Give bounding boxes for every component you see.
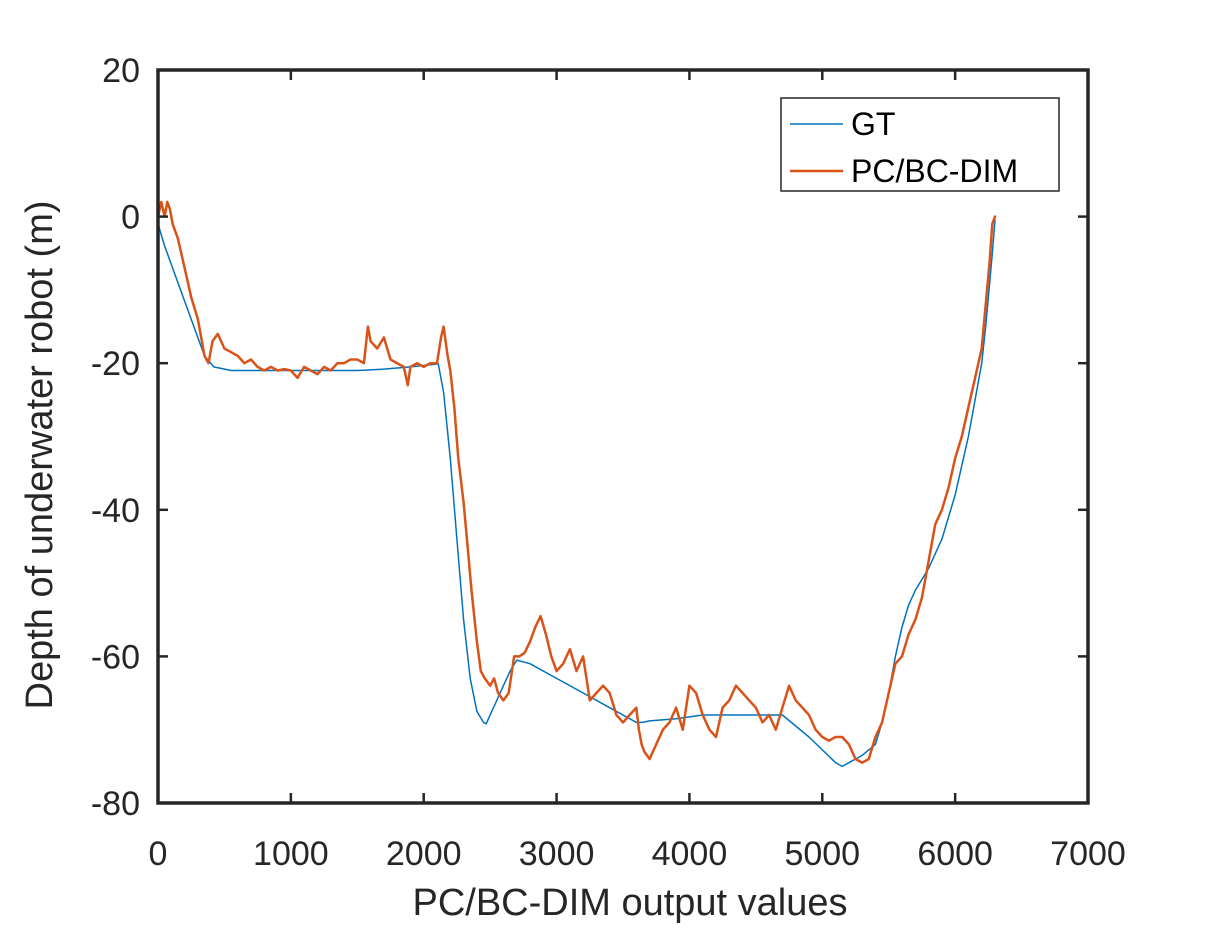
x-axis-label: PC/BC-DIM output values [412,882,847,924]
y-tick-label: 0 [121,199,140,237]
y-tick-label: -60 [91,638,140,676]
x-tick-label: 3000 [519,835,595,873]
x-tick-label: 7000 [1050,835,1126,873]
y-tick-label: -20 [91,345,140,383]
y-tick-label: 20 [102,52,140,90]
x-tick-label: 2000 [386,835,462,873]
legend: GT PC/BC-DIM [781,98,1059,191]
legend-gt-label: GT [851,106,895,142]
x-tick-label: 1000 [253,835,329,873]
legend-pc-bc-dim-label: PC/BC-DIM [851,153,1018,189]
x-tick-label: 0 [149,835,168,873]
x-tick-label: 5000 [784,835,860,873]
y-axis-label: Depth of underwater robot (m) [19,200,61,709]
y-tick-label: -40 [91,492,140,530]
x-tick-label: 6000 [917,835,993,873]
y-tick-label: -80 [91,785,140,823]
x-tick-label: 4000 [652,835,728,873]
